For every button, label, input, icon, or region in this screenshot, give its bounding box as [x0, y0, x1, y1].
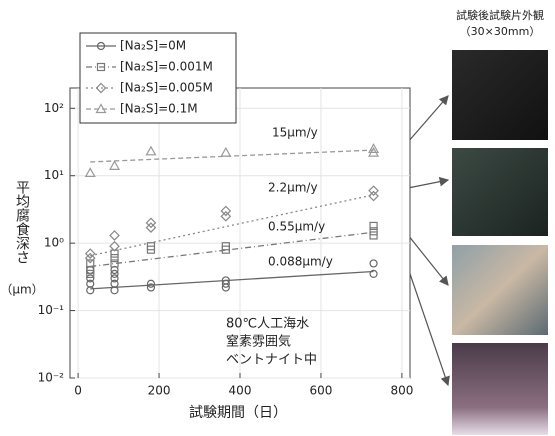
- arrows: [408, 96, 448, 385]
- rate-label: 0.088μm/y: [268, 255, 333, 269]
- x-tick-label: 0: [74, 384, 82, 398]
- condition-text: 80℃人工海水: [226, 317, 309, 332]
- x-tick-label: 600: [309, 384, 332, 398]
- photo-size: （30×30mm）: [460, 25, 541, 38]
- condition-text: 窒素雰囲気: [226, 334, 291, 350]
- chart: 試験後試験片外観 （30×30mm） 試験期間（日） 平均腐食深さ （μm） 1…: [0, 0, 555, 436]
- photo: [452, 343, 548, 435]
- y-tick-label: 10⁻²: [38, 371, 65, 385]
- legend-label: [Na₂S]=0.1M: [120, 102, 198, 116]
- plot-area: 10⁻² 10⁻¹ 10⁰ 10¹ 10² 0 200 400 600 800 15μm/y 2.2μ…: [38, 88, 414, 398]
- arrow: [408, 180, 448, 188]
- rate-label: 2.2μm/y: [268, 181, 318, 195]
- legend-label: [Na₂S]=0M: [120, 39, 186, 53]
- arrow: [408, 96, 448, 142]
- y-axis-unit: （μm）: [0, 283, 43, 297]
- photo: [452, 50, 548, 140]
- x-tick-label: 200: [148, 384, 171, 398]
- x-tick-label: 400: [229, 384, 252, 398]
- rate-label: 0.55μm/y: [268, 220, 325, 234]
- page: 試験後試験片外観 （30×30mm） 試験期間（日） 平均腐食深さ （μm） 1…: [0, 0, 555, 436]
- photo: [452, 148, 548, 236]
- arrow: [408, 268, 448, 385]
- x-tick-label: 800: [390, 384, 413, 398]
- x-axis-label: 試験期間（日）: [189, 405, 287, 421]
- arrow: [408, 235, 448, 285]
- y-tick-label: 10⁰: [44, 236, 64, 250]
- condition-text: ベントナイト中: [226, 353, 317, 368]
- rate-label: 15μm/y: [272, 126, 318, 140]
- y-tick-label: 10¹: [44, 168, 64, 182]
- photo-title: 試験後試験片外観: [456, 8, 544, 22]
- legend-label: [Na₂S]=0.001M: [120, 60, 213, 74]
- photo: [452, 245, 548, 335]
- legend-label: [Na₂S]=0.005M: [120, 81, 213, 95]
- y-tick-label: 10⁻¹: [38, 303, 65, 317]
- y-tick-label: 10²: [44, 101, 64, 115]
- legend: [Na₂S]=0M [Na₂S]=0.001M [Na₂S]=0.005M [Na₂S…: [80, 33, 236, 123]
- y-axis-label: 平均腐食深さ: [14, 180, 30, 264]
